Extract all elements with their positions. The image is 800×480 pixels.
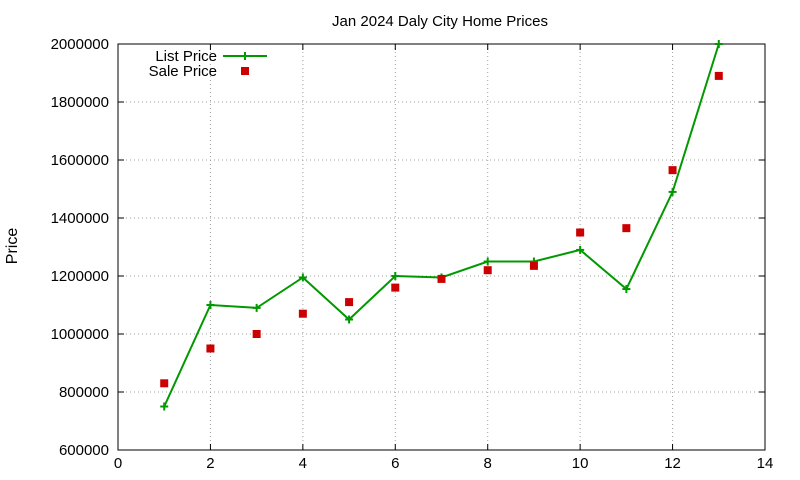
grid xyxy=(118,44,765,450)
series-line-list-price xyxy=(163,43,720,407)
sale-price-point xyxy=(437,274,446,283)
list-price-point xyxy=(345,315,354,324)
x-tick-label: 2 xyxy=(206,455,214,472)
y-tick-label: 1200000 xyxy=(51,268,109,285)
sale-price-point xyxy=(160,379,169,388)
sale-price-point xyxy=(576,228,585,237)
sale-price-point xyxy=(668,166,677,175)
sale-price-point xyxy=(345,298,354,307)
sale-price-point xyxy=(206,344,215,353)
sale-price-point xyxy=(529,261,538,270)
x-tick-label: 14 xyxy=(757,455,774,472)
list-price-point xyxy=(298,273,307,282)
sale-price-point xyxy=(714,71,723,80)
legend-label-list-price: List Price xyxy=(155,48,217,65)
y-tick-label: 1000000 xyxy=(51,326,109,343)
list-price-point xyxy=(576,245,585,254)
y-tick-label: 800000 xyxy=(59,384,109,401)
y-tick-label: 1600000 xyxy=(51,152,109,169)
y-tick-label: 1800000 xyxy=(51,94,109,111)
list-price-point xyxy=(391,272,400,280)
legend-marker-list-price xyxy=(241,52,249,60)
list-price-point xyxy=(160,402,169,411)
plot-frame xyxy=(117,43,766,451)
y-tick-label: 2000000 xyxy=(51,36,109,53)
y-axis-label: Price xyxy=(4,228,21,265)
y-tick-label: 600000 xyxy=(59,442,109,459)
x-tick-label: 4 xyxy=(299,455,307,472)
sale-price-point xyxy=(252,330,261,338)
legend-marker-sale-price xyxy=(241,67,249,75)
series-layer xyxy=(160,40,723,411)
list-price-point xyxy=(668,187,677,196)
list-price-point xyxy=(252,303,261,312)
list-price-point xyxy=(483,257,492,266)
x-tick-label: 12 xyxy=(664,455,681,472)
sale-price-point xyxy=(622,224,631,233)
legend: List Price Sale Price xyxy=(149,48,267,80)
sale-price-point xyxy=(298,309,307,318)
sale-price-point xyxy=(483,266,492,275)
x-tick-label: 6 xyxy=(391,455,399,472)
axis-ticks: 0 2 4 6 8 10 12 14 600000 800000 1000000 1200000 140… xyxy=(51,36,774,472)
legend-label-sale-price: Sale Price xyxy=(149,63,217,80)
chart-title: Jan 2024 Daly City Home Prices xyxy=(332,13,548,30)
list-price-point xyxy=(622,285,631,294)
sale-price-point xyxy=(391,283,400,292)
x-tick-label: 0 xyxy=(114,455,122,472)
y-tick-label: 1400000 xyxy=(51,210,109,227)
list-price-point xyxy=(206,301,215,309)
list-price-point xyxy=(714,40,723,48)
x-tick-label: 8 xyxy=(484,455,492,472)
x-tick-label: 10 xyxy=(572,455,589,472)
